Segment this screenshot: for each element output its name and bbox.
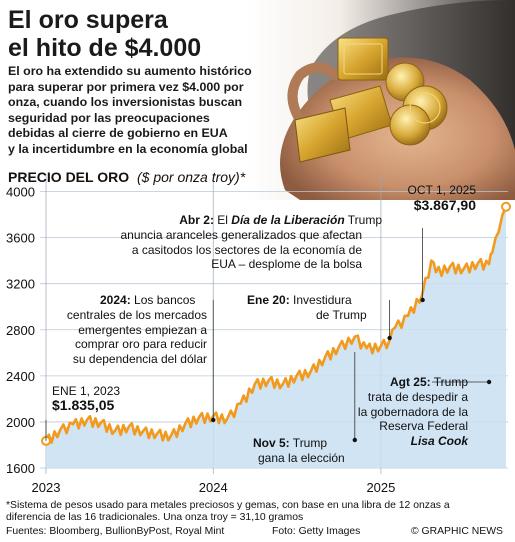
price-area	[46, 206, 506, 468]
annotation-dot-banks	[211, 417, 216, 423]
annotation-dot-nov5	[352, 437, 358, 443]
intro-line: onza, cuando los inversionistas buscan	[8, 95, 243, 110]
title-line-1: El oro supera	[8, 6, 168, 34]
intro-line: El oro ha extendido su aumento histórico	[8, 64, 252, 78]
start-date-label: ENE 1, 2023	[52, 384, 121, 398]
annotation-banks-line: comprar oro para reducir	[74, 337, 207, 352]
end-date-label: OCT 1, 2025	[407, 183, 476, 197]
annotation-banks-line: su dependencia del dólar	[72, 351, 207, 366]
intro-line: para superar por primera vez $4.000 por	[8, 79, 244, 94]
x-tick-label: 2025	[366, 480, 395, 495]
annotation-agt25-line: Agt 25: Trump	[389, 375, 468, 389]
annotation-abr2-line: Abr 2: El Día de la Liberación Trump	[179, 213, 382, 227]
brand: © GRAPHIC NEWS	[411, 526, 503, 537]
annotation-dot-abr2	[420, 297, 425, 303]
y-tick-label: 2000	[6, 415, 35, 430]
annotation-ene20-line: de Trump	[316, 308, 367, 322]
y-tick-label: 3200	[6, 277, 35, 292]
annotation-abr2-line: a casitodos los sectores de la economía …	[131, 242, 362, 257]
title-line-2: el hito de $4.000	[8, 34, 202, 62]
sources: Fuentes: Bloomberg, BullionByPost, Royal…	[6, 526, 225, 537]
annotation-abr2-line: anuncia aranceles generalizados que afec…	[120, 228, 362, 242]
y-tick-label: 4000	[6, 185, 35, 200]
annotation-nov5-line: Nov 5: Trump	[253, 436, 328, 450]
annotation-banks-line: 2024: Los bancos	[100, 293, 196, 307]
annotation-dot-ene20	[387, 335, 392, 341]
footnote-line-1: *Sistema de pesos usado para metales pre…	[6, 500, 450, 511]
annotation-agt25-line: la gobernadora de la	[357, 404, 468, 419]
annotation-ene20-line: Ene 20: Investidura	[247, 293, 352, 307]
annotation-agt25-line: trata de despedir a	[367, 390, 468, 404]
annotation-agt25-line: Reserva Federal	[379, 419, 468, 434]
y-tick-label: 2800	[6, 323, 35, 338]
chart-title: PRECIO DEL ORO	[8, 169, 130, 185]
end-point	[501, 201, 511, 212]
y-tick-label: 3600	[6, 231, 35, 246]
annotation-nov5-line: gana la elección	[258, 451, 345, 465]
price-line	[44, 206, 508, 444]
intro-line: seguridad por las preocupaciones	[8, 110, 210, 125]
chart-title-block: PRECIO DEL ORO ($ por onza troy)*	[8, 169, 245, 185]
photo-credit: Foto: Getty Images	[272, 526, 361, 537]
x-tick-label: 2024	[199, 480, 228, 495]
start-value-label: $1.835,05	[52, 397, 115, 413]
annotation-agt25-line: Lisa Cook	[410, 434, 468, 448]
y-tick-label: 2400	[6, 369, 35, 384]
intro-line: debidas al cierre de gobierno en EUA	[8, 126, 228, 141]
hand-with-gold-photo	[245, 0, 515, 200]
annotation-abr2-line: EUA – desplome de la bolsa	[211, 257, 362, 272]
annotation-banks-line: emergentes empiezan a	[78, 322, 207, 337]
intro-line: y la incertidumbre en la economía global	[8, 142, 248, 156]
x-tick-label: 2023	[32, 480, 61, 495]
y-tick-label: 1600	[6, 461, 35, 476]
footnote-line-2: diferencia de las 16 tradicionales. Una …	[6, 512, 304, 523]
annotation-banks-line: centrales de los mercados	[66, 308, 207, 322]
end-value-label: $3.867,90	[413, 197, 476, 213]
chart-subtitle: ($ por onza troy)*	[136, 169, 246, 185]
